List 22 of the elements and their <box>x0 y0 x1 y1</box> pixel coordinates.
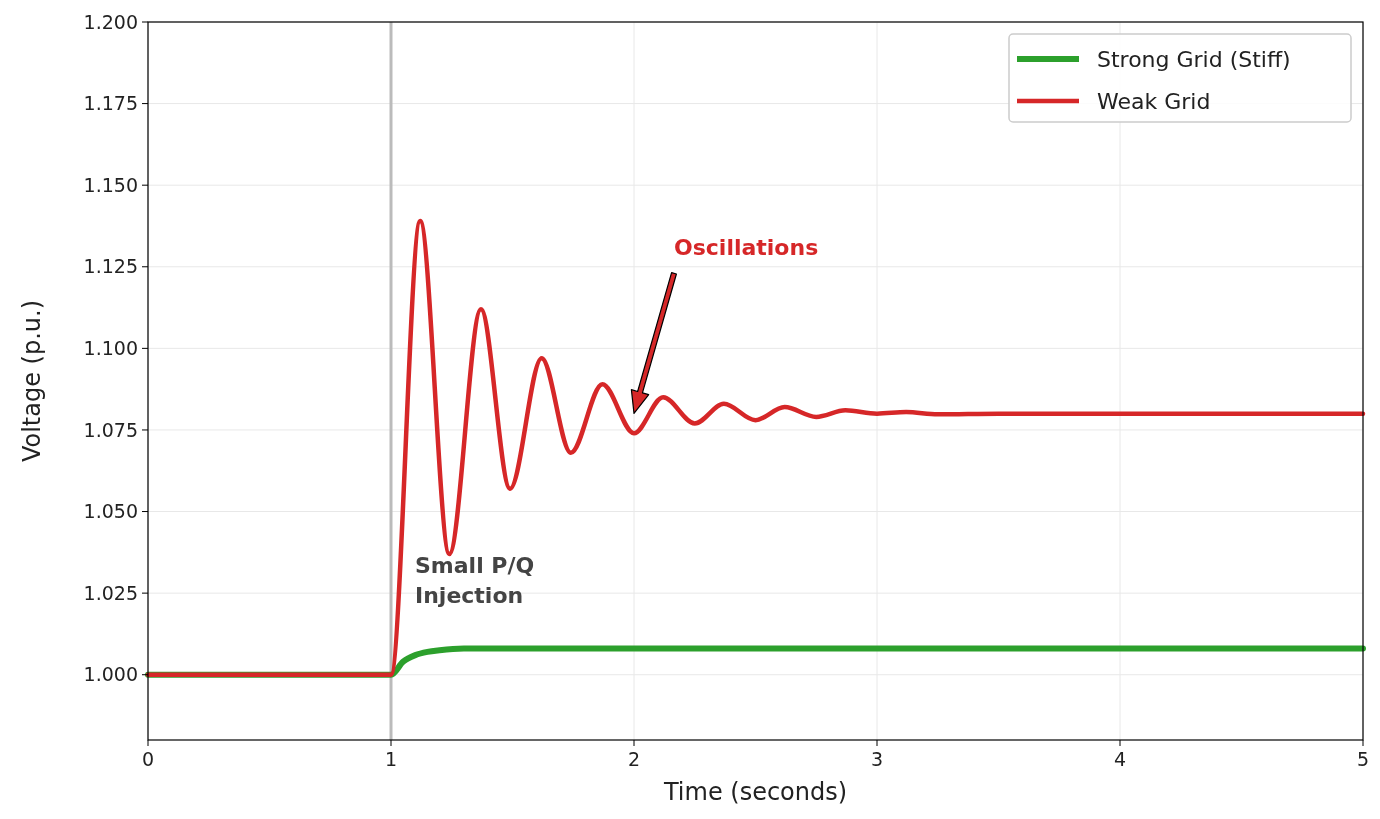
x-tick-label: 3 <box>870 748 884 770</box>
y-tick-label: 1.050 <box>83 500 138 523</box>
annotation: Oscillations <box>674 235 819 261</box>
y-tick-label: 1.100 <box>83 337 138 360</box>
y-tick-label: 1.150 <box>83 173 138 196</box>
y-tick-label: 1.125 <box>83 255 138 278</box>
y-tick-label: 1.000 <box>83 663 138 686</box>
y-tick-label: 1.175 <box>83 92 138 115</box>
annotation: Small P/Q Injection <box>415 553 535 609</box>
y-tick-label: 1.200 <box>83 10 138 33</box>
legend-label: Strong Grid (Stiff) <box>1097 46 1291 72</box>
x-tick-label: 5 <box>1356 748 1370 770</box>
x-tick-label: 1 <box>384 748 398 770</box>
legend-label: Weak Grid <box>1097 88 1211 114</box>
y-tick-label: 1.075 <box>83 418 138 441</box>
x-tick-label: 2 <box>627 748 641 770</box>
x-tick-label: 0 <box>141 748 155 770</box>
x-tick-label: 4 <box>1113 748 1127 770</box>
y-tick-label: 1.025 <box>83 581 138 604</box>
x-axis-title: Time (seconds) <box>662 778 848 806</box>
y-axis-title: Voltage (p.u.) <box>18 299 47 463</box>
line-series <box>145 218 1366 677</box>
